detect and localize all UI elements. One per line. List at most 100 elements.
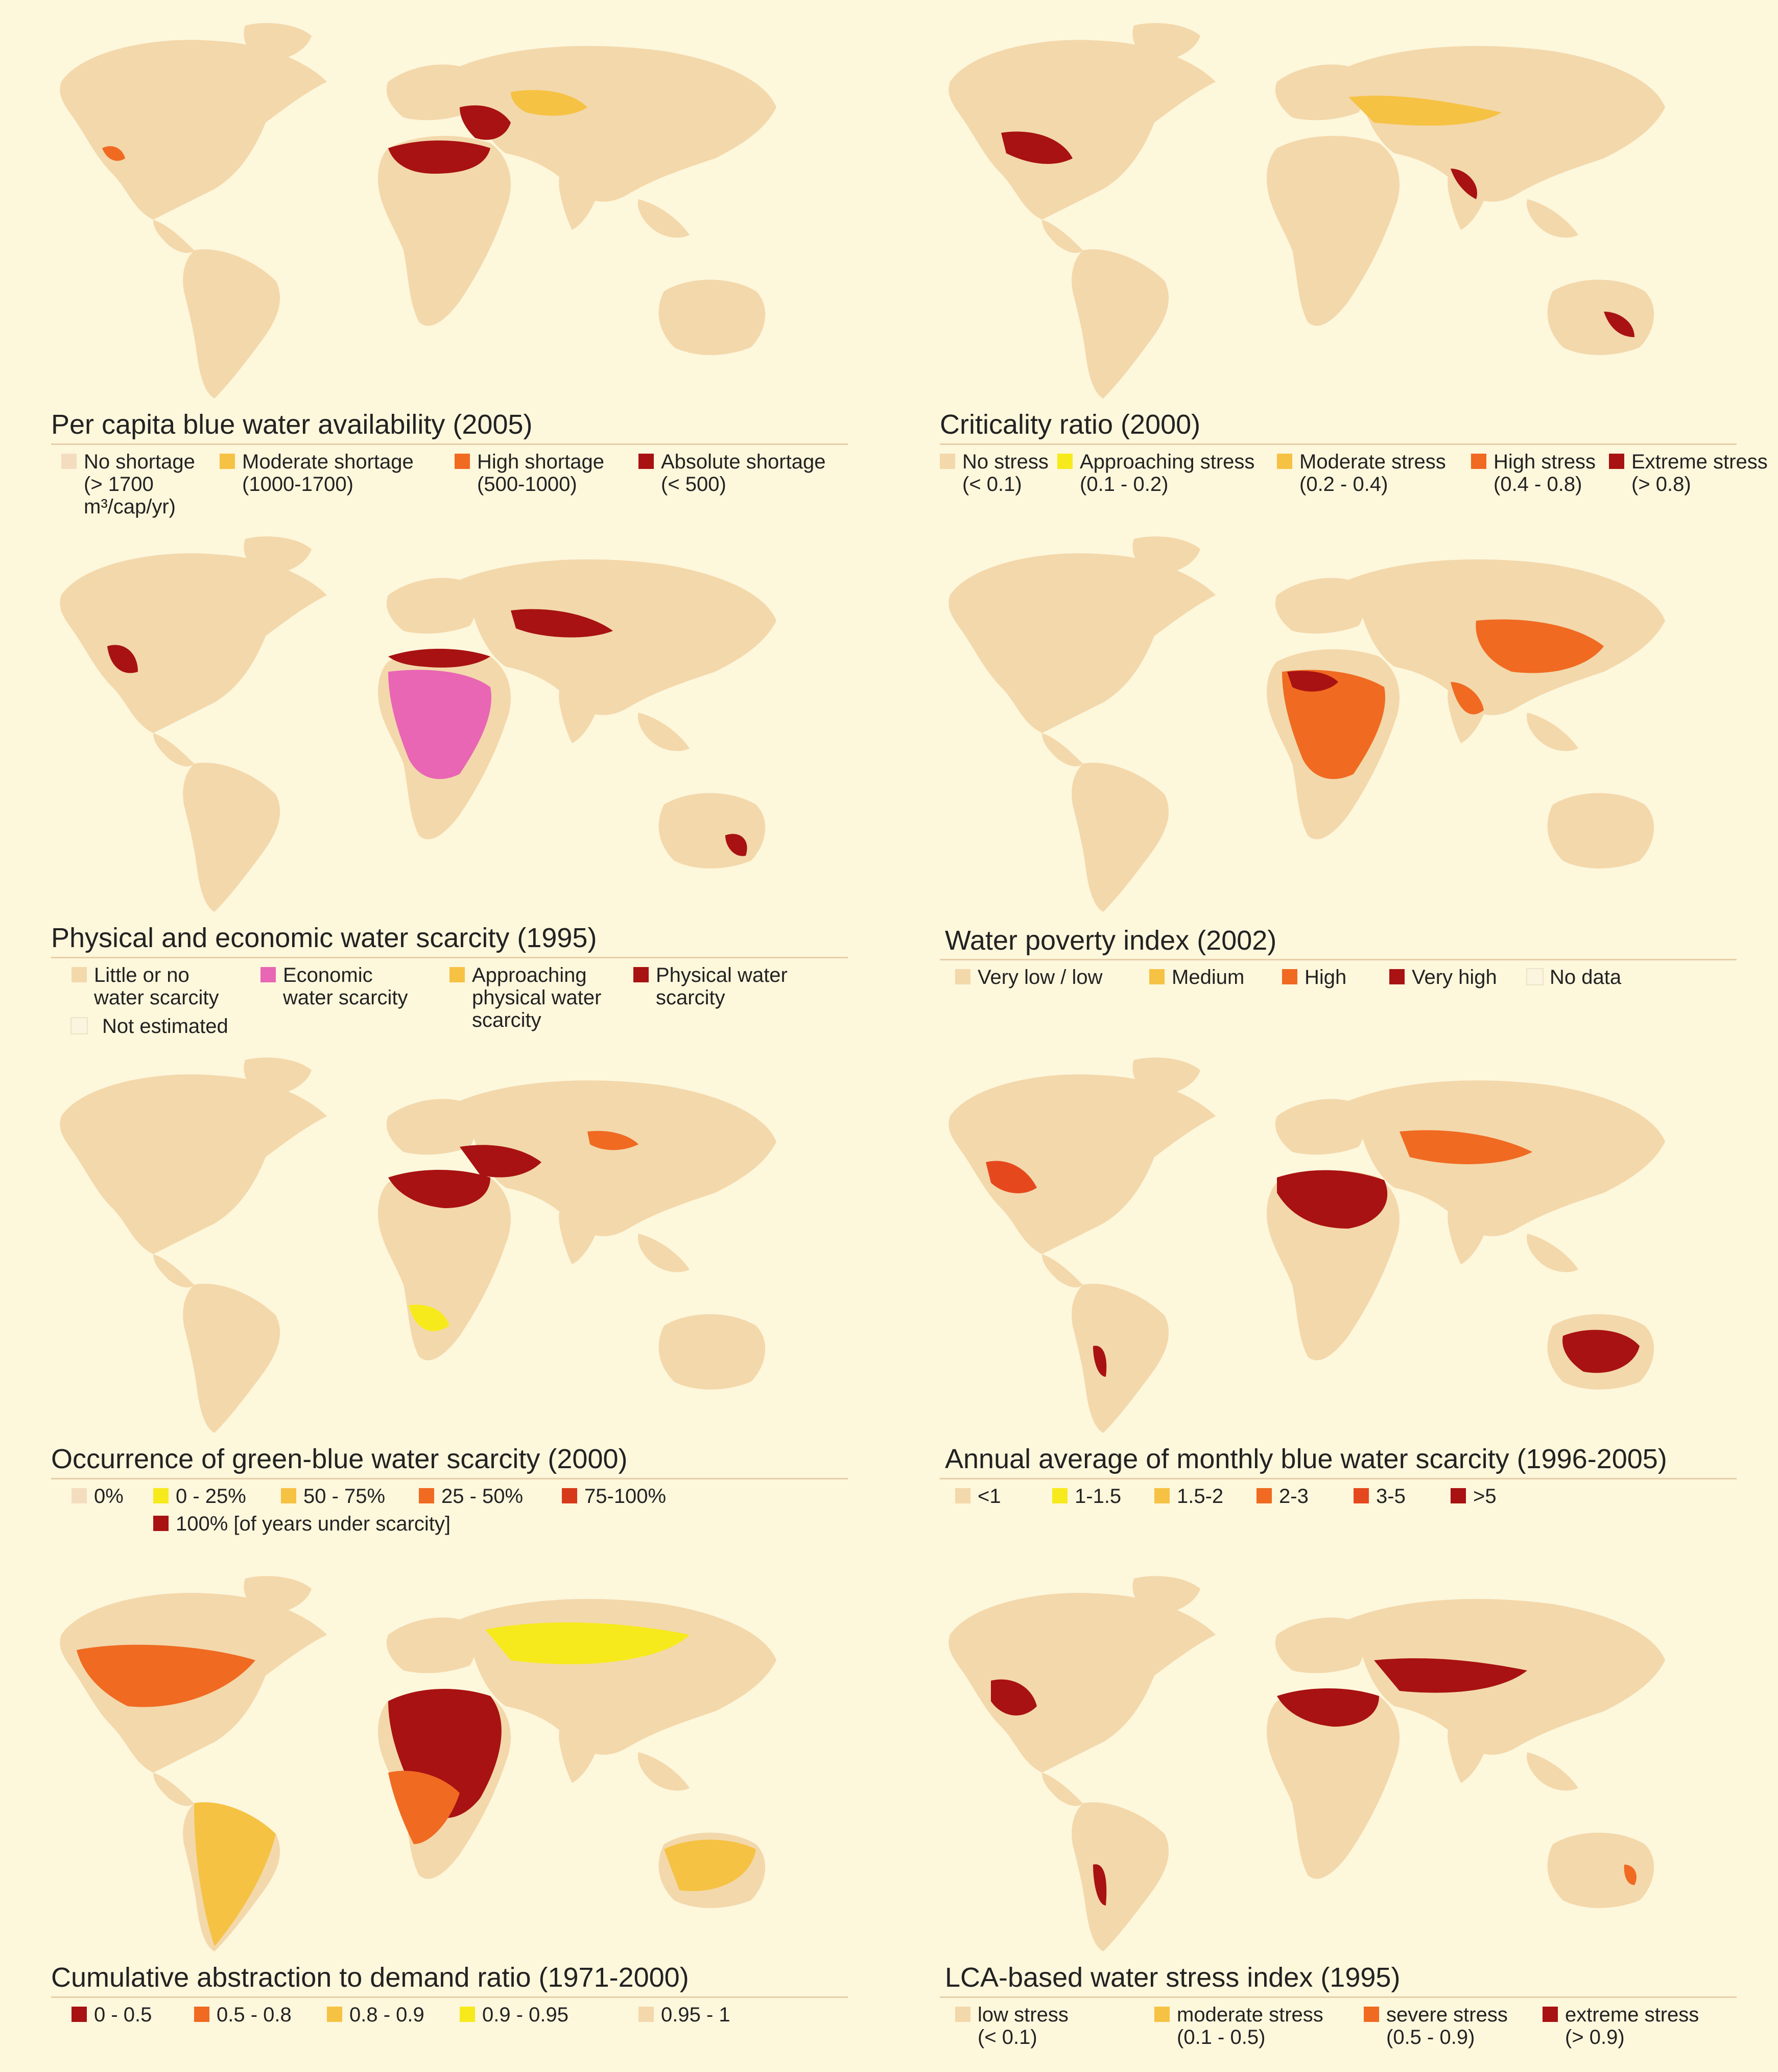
legend-label: 0.8 - 0.9 — [349, 2004, 424, 2026]
land-europe — [386, 578, 476, 634]
legend-label: Approaching physical water scarcity — [472, 964, 602, 1031]
panel-water-poverty-index: Water poverty index (2002) Very low / lo… — [889, 519, 1757, 1029]
legend-swatch — [955, 1488, 970, 1503]
scarcity-region — [1562, 1330, 1640, 1373]
land-southeast-asia — [1527, 1234, 1578, 1273]
legend-swatch — [70, 1017, 88, 1034]
scarcity-region — [1476, 619, 1604, 673]
scarcity-region — [1451, 169, 1477, 199]
legend-label: Physical water scarcity — [656, 964, 788, 1009]
land-india — [1448, 169, 1486, 230]
scarcity-region — [485, 1622, 690, 1664]
legend-swatch — [1609, 454, 1624, 469]
land-greenland — [1132, 1576, 1200, 1614]
scarcity-region — [77, 1644, 255, 1707]
land-greenland — [1132, 1057, 1200, 1096]
legend-label: Approaching stress (0.1 - 0.2) — [1080, 451, 1255, 496]
land-southeast-asia — [1527, 713, 1578, 751]
legend-label: High — [1305, 966, 1347, 988]
legend: Very low / low Medium High Very high No … — [940, 966, 1757, 1032]
legend-swatch — [194, 2007, 209, 2022]
land-southeast-asia — [638, 1234, 690, 1273]
land-asia — [460, 46, 776, 202]
land-north-america — [949, 553, 1216, 733]
land-india — [559, 1722, 598, 1783]
scarcity-region — [388, 1170, 490, 1208]
legend-label: 1-1.5 — [1075, 1485, 1122, 1508]
world-map — [60, 1576, 776, 1951]
legend-swatch — [455, 454, 470, 469]
title-rule — [51, 443, 848, 445]
scarcity-region — [107, 645, 138, 673]
scarcity-region — [194, 1802, 276, 1946]
panel-cumulative-abstraction: Cumulative abstraction to demand ratio (… — [0, 1558, 868, 2069]
title-rule — [51, 1996, 848, 1998]
land-central-america — [153, 733, 194, 767]
panel-title: LCA-based water stress index (1995) — [945, 1962, 1401, 1993]
legend-swatch — [449, 967, 465, 982]
legend-swatch — [638, 2007, 654, 2022]
land-north-america — [60, 1074, 327, 1254]
world-map — [60, 536, 776, 912]
land-central-america — [1042, 220, 1083, 253]
legend-label: severe stress (0.5 - 0.9) — [1386, 2004, 1508, 2049]
legend-swatch — [460, 2007, 475, 2022]
legend-swatch — [1282, 969, 1297, 984]
panel-lca-water-stress: LCA-based water stress index (1995) low … — [889, 1558, 1757, 2069]
scarcity-region — [991, 1679, 1037, 1716]
legend-swatch — [281, 1488, 296, 1503]
legend-label: Extreme stress (> 0.8) — [1631, 451, 1768, 496]
legend-label: Very low / low — [978, 966, 1103, 988]
title-rule — [940, 1996, 1737, 1998]
panel-title: Annual average of monthly blue water sca… — [945, 1444, 1667, 1474]
land-north-america — [949, 40, 1216, 220]
legend-label: 0.95 - 1 — [661, 2004, 730, 2026]
scarcity-region — [511, 609, 613, 638]
scarcity-region — [1277, 1170, 1388, 1229]
legend-swatch — [1451, 1488, 1466, 1503]
land-southeast-asia — [1527, 1752, 1578, 1791]
land-south-america — [183, 249, 280, 398]
legend: 0 - 0.5 0.5 - 0.8 0.8 - 0.9 0.9 - 0.95 0… — [51, 2004, 868, 2070]
title-rule — [940, 959, 1737, 960]
legend-swatch — [72, 2007, 87, 2022]
title-rule — [940, 1478, 1737, 1479]
panel-physical-economic-scarcity: Physical and economic water scarcity (19… — [0, 519, 868, 1038]
panel-title: Cumulative abstraction to demand ratio (… — [51, 1962, 689, 1993]
land-europe — [1275, 578, 1364, 634]
land-north-america — [60, 40, 327, 220]
land-south-america — [183, 763, 280, 912]
land-greenland — [1132, 536, 1200, 575]
land-central-america — [153, 1254, 194, 1288]
title-rule — [51, 957, 848, 958]
land-greenland — [244, 1576, 312, 1614]
land-southeast-asia — [638, 199, 690, 238]
land-central-america — [153, 1773, 194, 1806]
land-central-america — [153, 220, 194, 253]
land-southeast-asia — [638, 713, 690, 751]
legend-label: No stress (< 0.1) — [962, 451, 1049, 496]
scarcity-region — [1277, 1688, 1379, 1727]
land-australia — [1547, 793, 1654, 868]
legend-label: <1 — [978, 1485, 1001, 1508]
panel-per-capita-blue-water: Per capita blue water availability (2005… — [0, 5, 868, 518]
legend: No stress (< 0.1) Approaching stress (0.… — [940, 451, 1768, 517]
legend-swatch — [638, 454, 654, 469]
panel-title: Occurrence of green-blue water scarcity … — [51, 1444, 628, 1474]
legend-label: Absolute shortage (< 500) — [661, 451, 826, 496]
land-australia — [1547, 1832, 1654, 1908]
scarcity-region — [388, 140, 490, 174]
title-rule — [940, 443, 1737, 445]
legend-label: 2-3 — [1279, 1485, 1309, 1508]
land-africa — [1267, 1689, 1400, 1879]
land-africa — [378, 1170, 511, 1360]
panel-criticality-ratio: Criticality ratio (2000) No stress (< 0.… — [889, 5, 1768, 517]
world-map — [949, 1057, 1665, 1433]
land-greenland — [244, 536, 312, 575]
legend-swatch — [1526, 968, 1544, 985]
world-map — [60, 1057, 776, 1433]
legend-label: No data — [1550, 966, 1622, 988]
scarcity-region — [388, 670, 491, 779]
land-india — [1448, 1722, 1486, 1783]
legend-swatch — [940, 454, 955, 469]
